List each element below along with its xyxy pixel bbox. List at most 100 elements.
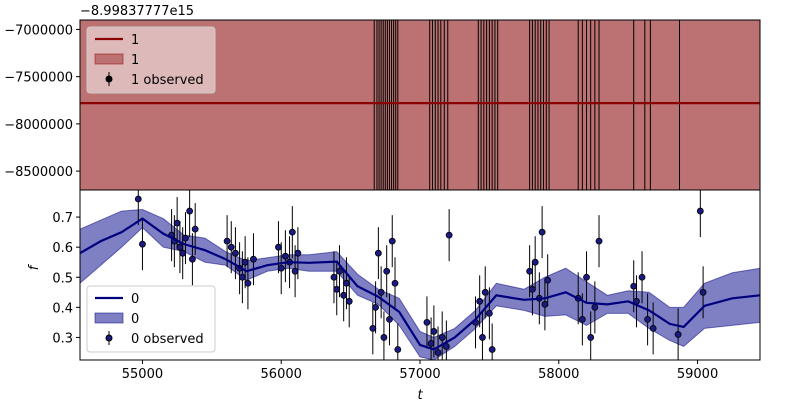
- observed-point: [391, 279, 399, 287]
- legend-box: [86, 26, 216, 94]
- observed-point: [544, 276, 552, 284]
- observed-point: [340, 291, 348, 299]
- observed-point: [250, 255, 257, 263]
- observed-point: [423, 318, 431, 326]
- observed-point: [191, 225, 199, 233]
- x-tick-label: 58000: [538, 367, 579, 382]
- observed-point: [288, 228, 296, 236]
- observed-point: [696, 207, 704, 215]
- observed-point: [343, 279, 350, 287]
- y-tick-label: 0.7: [52, 211, 73, 226]
- plot-area: [80, 190, 760, 360]
- observed-point: [388, 237, 396, 245]
- observed-point: [241, 258, 249, 266]
- y-tick-label: 0.6: [52, 241, 73, 256]
- y-tick-label: −8500000: [4, 165, 73, 180]
- observed-point: [476, 297, 484, 305]
- observed-point: [595, 237, 603, 245]
- observed-point: [481, 288, 489, 296]
- observed-point: [176, 243, 184, 251]
- observed-point: [674, 331, 682, 338]
- observed-point: [583, 273, 590, 281]
- observed-point: [383, 267, 391, 275]
- x-axis-label: t: [417, 388, 423, 400]
- observed-point: [445, 231, 453, 239]
- observed-point: [232, 249, 239, 257]
- x-tick-label: 57000: [399, 367, 440, 382]
- y-tick-label: −7000000: [4, 23, 73, 38]
- observed-point: [336, 267, 343, 275]
- observed-point: [182, 234, 189, 242]
- observed-point: [294, 249, 302, 257]
- legend: 1 1 1 observed: [86, 26, 216, 94]
- observed-point: [430, 328, 438, 335]
- observed-point: [591, 303, 599, 311]
- legend-label: 0: [131, 292, 139, 307]
- legend: 0 0 0 observed: [86, 285, 216, 353]
- x-tick-label: 59000: [677, 367, 718, 382]
- bottom-panel: 0.3 0.4 0.5 0.6 0.7 55000 56000 57000 58000 59000…: [52, 189, 761, 382]
- mean-line: [80, 217, 760, 351]
- observed-point: [244, 279, 252, 287]
- observed-point: [479, 334, 486, 341]
- y-tick-label: 0.5: [52, 271, 73, 286]
- observed-point: [227, 243, 235, 251]
- top-panel: −7000000 −7500000 −8000000 −8500000 1 1 1 obse…: [4, 19, 761, 191]
- observed-point: [485, 309, 493, 317]
- observed-point: [394, 346, 402, 353]
- observed-point: [372, 303, 379, 311]
- observed-point: [330, 273, 338, 281]
- observed-point: [223, 237, 231, 245]
- observed-point: [345, 297, 353, 305]
- observed-point: [386, 315, 393, 323]
- confidence-band: [80, 209, 760, 360]
- y-tick-label: −8000000: [4, 118, 73, 133]
- observed-point: [374, 249, 382, 257]
- observed-point: [333, 285, 341, 293]
- observed-point: [380, 334, 388, 341]
- legend-label: 0 observed: [131, 332, 204, 347]
- legend-label: 1: [131, 53, 139, 68]
- legend-band-swatch: [94, 312, 124, 324]
- observed-point: [541, 300, 549, 308]
- x-tick-label: 56000: [261, 367, 302, 382]
- legend-label: 1: [131, 33, 139, 48]
- observed-point: [531, 258, 539, 266]
- observed-point: [369, 325, 377, 332]
- observed-point: [189, 255, 196, 263]
- observed-point: [699, 288, 707, 296]
- observed-point: [638, 273, 646, 281]
- y-tick-label: 0.4: [52, 301, 73, 316]
- observed-point: [139, 240, 146, 248]
- legend-band-swatch: [94, 53, 124, 65]
- observed-point: [526, 267, 534, 275]
- plot-area: [80, 20, 760, 190]
- y-axis-label: f: [27, 263, 42, 270]
- legend-point-swatch: [105, 75, 113, 83]
- legend-point-swatch: [105, 334, 113, 342]
- observed-point: [529, 285, 536, 293]
- observed-point: [291, 267, 299, 275]
- observed-point: [186, 207, 194, 215]
- observed-point: [587, 334, 595, 341]
- observed-point: [578, 315, 586, 323]
- observed-point: [377, 288, 385, 296]
- y-tick-label: 0.3: [52, 331, 73, 346]
- observed-point: [538, 228, 546, 236]
- observed-point: [134, 195, 142, 203]
- x-tick-label: 55000: [122, 367, 163, 382]
- observed-point: [630, 282, 638, 290]
- observed-point: [438, 334, 446, 341]
- observed-point: [644, 315, 651, 323]
- observed-point: [488, 346, 496, 353]
- observed-point: [277, 264, 285, 272]
- observed-point: [281, 252, 289, 260]
- observed-point: [649, 325, 657, 332]
- confidence-band: [80, 20, 760, 190]
- observed-point: [434, 349, 442, 356]
- observed-point: [275, 243, 282, 251]
- legend-box: [86, 285, 216, 353]
- legend-label: 1 observed: [131, 73, 204, 88]
- observed-point: [427, 340, 435, 347]
